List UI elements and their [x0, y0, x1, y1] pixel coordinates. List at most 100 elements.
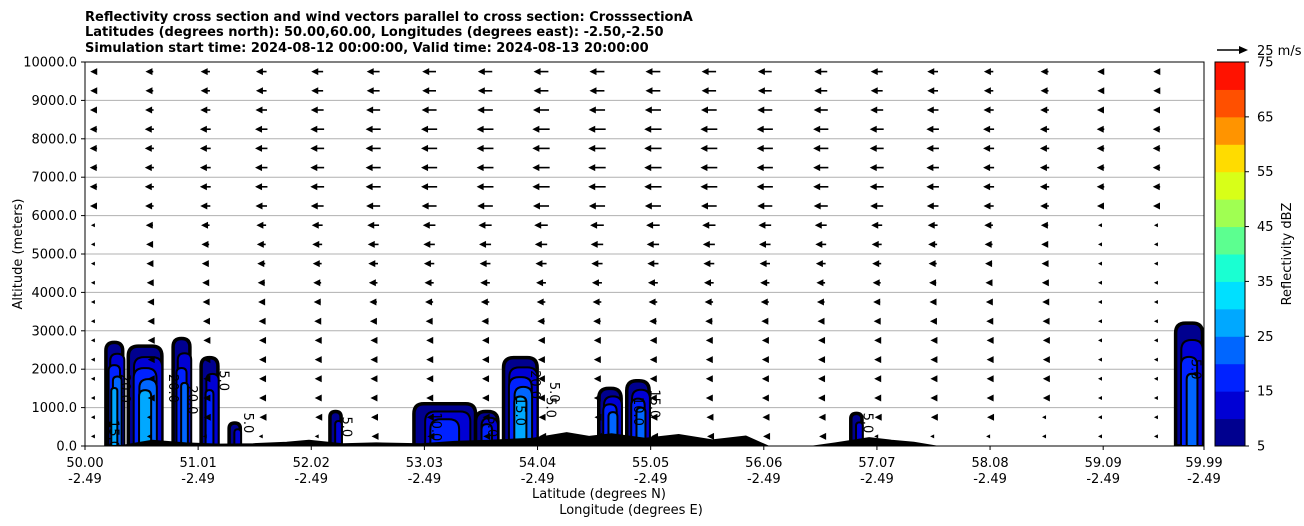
wind-vector-head: [312, 260, 320, 268]
wind-vector-head: [426, 336, 434, 344]
chart-title-line-3: Simulation start time: 2024-08-12 00:00:…: [85, 41, 649, 56]
wind-vector-head: [312, 240, 320, 248]
wind-vector-head: [593, 394, 601, 402]
wind-vector-head: [426, 375, 434, 383]
wind-vector-head: [760, 279, 768, 287]
wind-vector: [371, 432, 379, 440]
wind-vector-head: [930, 434, 935, 439]
wind-vector: [146, 434, 151, 439]
wind-vector: [421, 183, 438, 191]
wind-vector-head: [817, 317, 825, 325]
wind-vector-head: [760, 298, 768, 306]
wind-vector-head: [537, 317, 545, 325]
wind-vector-head: [203, 413, 211, 421]
wind-vector: [705, 356, 713, 364]
wind-vector: [476, 183, 494, 191]
wind-vector: [425, 298, 434, 306]
wind-vector: [1153, 242, 1158, 247]
wind-vector: [202, 317, 210, 325]
wind-vector-head: [651, 432, 659, 440]
wind-vector-head: [930, 375, 938, 383]
contour-label: 15.0: [106, 420, 121, 449]
wind-vector: [476, 164, 494, 172]
wind-vector-head: [146, 240, 154, 248]
wind-vector-head: [257, 260, 265, 268]
wind-vector: [593, 336, 601, 344]
wind-vector: [146, 415, 151, 420]
wind-vector-head: [145, 68, 153, 76]
contour-label: 15.0: [647, 389, 662, 418]
wind-vector: [314, 317, 322, 325]
wind-vector: [368, 279, 378, 287]
wind-vector: [702, 240, 715, 248]
wind-vector-head: [874, 394, 882, 402]
wind-vector: [593, 356, 601, 364]
wind-vector-head: [200, 68, 208, 76]
chart-title-line-2: Latitudes (degrees north): 50.00,60.00, …: [85, 25, 664, 40]
wind-vector-head: [203, 375, 211, 383]
wind-vector-head: [1152, 144, 1160, 152]
wind-vector-head: [255, 164, 263, 172]
wind-vector-head: [703, 260, 711, 268]
wind-vector-head: [1096, 164, 1104, 172]
wind-vector: [872, 260, 882, 268]
wind-vector: [315, 413, 323, 421]
wind-vector-head: [926, 202, 934, 210]
wind-vector: [482, 336, 490, 344]
wind-vector-head: [311, 87, 319, 95]
reflectivity-cell: [473, 409, 500, 446]
wind-vector: [312, 260, 322, 268]
wind-vector: [370, 375, 378, 383]
wind-vector-head: [90, 261, 95, 266]
wind-vector-head: [1152, 183, 1160, 191]
wind-vector-head: [537, 356, 545, 364]
wind-vector: [90, 434, 95, 439]
wind-vector-head: [593, 336, 601, 344]
wind-vector-head: [929, 298, 937, 306]
contour-label: 5.0: [215, 370, 230, 391]
wind-vector-head: [482, 336, 490, 344]
wind-vector: [1040, 68, 1049, 76]
reflectivity-cell: [501, 355, 539, 446]
wind-vector: [482, 375, 490, 383]
wind-vector: [259, 375, 267, 383]
contour-label: 20.0: [527, 370, 542, 399]
wind-vector-head: [983, 106, 991, 114]
wind-vector: [479, 260, 491, 268]
wind-vector-head: [533, 68, 541, 76]
wind-vector: [199, 164, 211, 172]
wind-vector: [702, 221, 716, 229]
wind-vector: [259, 336, 267, 344]
wind-vector: [145, 106, 154, 114]
wind-vector: [147, 375, 155, 383]
wind-vector: [930, 434, 935, 439]
wind-vector: [814, 221, 827, 229]
wind-vector: [426, 413, 434, 421]
contour-band: [1185, 372, 1199, 446]
wind-vector: [1097, 376, 1102, 381]
x-tick-label-lon: -2.49: [68, 472, 102, 487]
contour-band: [429, 418, 461, 446]
wind-vector-head: [146, 279, 154, 287]
wind-vector-head: [536, 279, 544, 287]
wind-vector-head: [311, 221, 319, 229]
wind-vector: [257, 260, 266, 268]
wind-vector: [700, 125, 718, 133]
wind-vector: [1040, 221, 1049, 229]
colorbar-band: [1215, 391, 1245, 420]
wind-vector-head: [422, 68, 430, 76]
wind-vector: [537, 356, 545, 364]
wind-vector: [649, 356, 657, 364]
wind-vector: [314, 356, 322, 364]
wind-vector-head: [756, 125, 764, 133]
wind-vector: [311, 221, 323, 229]
wind-vector-head: [147, 317, 155, 325]
wind-vector-head: [200, 202, 208, 210]
wind-vector: [259, 413, 267, 421]
wind-vector-head: [424, 279, 432, 287]
wind-vector-head: [815, 260, 823, 268]
wind-vector-head: [1042, 336, 1050, 344]
wind-vector: [759, 240, 771, 248]
wind-vector-head: [365, 125, 373, 133]
wind-vector: [1042, 434, 1047, 439]
